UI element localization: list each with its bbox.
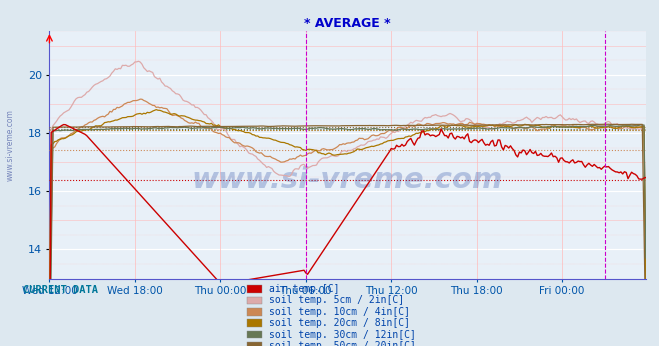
Text: www.si-vreme.com: www.si-vreme.com [192, 166, 503, 193]
Text: soil temp. 30cm / 12in[C]: soil temp. 30cm / 12in[C] [269, 330, 416, 339]
Text: soil temp. 20cm / 8in[C]: soil temp. 20cm / 8in[C] [269, 318, 410, 328]
Text: soil temp. 5cm / 2in[C]: soil temp. 5cm / 2in[C] [269, 295, 404, 305]
Text: www.si-vreme.com: www.si-vreme.com [5, 109, 14, 181]
Text: soil temp. 10cm / 4in[C]: soil temp. 10cm / 4in[C] [269, 307, 410, 317]
Text: soil temp. 50cm / 20in[C]: soil temp. 50cm / 20in[C] [269, 341, 416, 346]
Title: * AVERAGE *: * AVERAGE * [304, 17, 391, 30]
Text: CURRENT DATA: CURRENT DATA [23, 285, 98, 295]
Text: air temp.[C]: air temp.[C] [269, 284, 339, 294]
